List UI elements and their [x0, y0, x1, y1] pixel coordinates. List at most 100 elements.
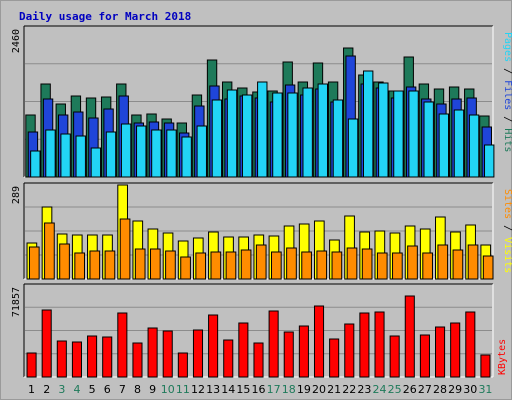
kbytes-bar-day-27 — [419, 334, 430, 378]
kbytes-bar-day-11 — [177, 352, 188, 378]
kbytes-bar-day-4 — [71, 341, 82, 378]
pages-bar-day-7 — [120, 123, 132, 178]
sites-bar-day-1 — [28, 246, 40, 280]
sites-bar-day-23 — [361, 248, 373, 280]
sites-bar-day-25 — [392, 252, 403, 280]
day-label-3: 3 — [58, 383, 65, 396]
kbytes-bar-day-14 — [223, 339, 234, 378]
sites-bar-day-15 — [240, 249, 252, 280]
pages-bar-day-10 — [166, 129, 177, 178]
kbytes-bar-day-9 — [147, 327, 158, 378]
sites-bar-day-5 — [89, 250, 101, 280]
kbytes-bar-day-1 — [26, 352, 37, 378]
sites-bar-day-20 — [316, 250, 328, 280]
kbytes-bar-day-23 — [359, 312, 370, 378]
sites-bar-day-19 — [301, 251, 312, 280]
legend-pages: Pages — [502, 32, 512, 62]
day-label-29: 29 — [448, 383, 462, 396]
sites-bar-day-18 — [286, 247, 297, 280]
pages-bar-day-25 — [393, 90, 404, 178]
day-label-8: 8 — [134, 383, 141, 396]
kbytes-bar-day-8 — [132, 342, 143, 378]
day-label-13: 13 — [206, 383, 220, 396]
top-y-max-label: 2460 — [11, 29, 22, 53]
kbytes-bar-day-6 — [102, 336, 113, 378]
bottom-panel: 71857 KBytes — [11, 283, 508, 378]
pages-bar-day-6 — [105, 131, 117, 178]
pages-bar-day-19 — [302, 87, 313, 178]
legend-separator: / — [502, 62, 512, 80]
kbytes-bar-day-31 — [480, 354, 491, 378]
sites-bar-day-21 — [331, 251, 343, 280]
sites-bar-day-8 — [134, 248, 146, 280]
legend-files: Files — [502, 80, 512, 110]
day-label-2: 2 — [43, 383, 50, 396]
pages-bar-day-4 — [75, 135, 86, 178]
sites-bar-day-7 — [119, 218, 131, 280]
pages-bar-day-21 — [332, 99, 344, 178]
kbytes-bar-day-16 — [253, 342, 264, 378]
kbytes-bar-day-17 — [268, 310, 279, 378]
day-label-7: 7 — [119, 383, 126, 396]
legend-visits: Visits — [502, 237, 512, 273]
day-label-24: 24 — [373, 383, 387, 396]
day-labels: 1 2 3 4 5 6 7 8 9 10 11 12 13 14 15 16 17 18 19 20 21 22 23 24 2… — [28, 383, 492, 396]
day-label-30: 30 — [463, 383, 477, 396]
middle-legend: Sites / Visits — [502, 189, 512, 273]
sites-bar-day-30 — [467, 244, 479, 280]
sites-bar-day-12 — [195, 252, 207, 280]
pages-bar-day-12 — [196, 125, 207, 178]
kbytes-bar-day-19 — [298, 325, 309, 378]
sites-bar-day-4 — [74, 252, 86, 280]
kbytes-bar-day-2 — [41, 309, 52, 378]
bottom-y-max-label: 71857 — [11, 287, 22, 317]
day-label-5: 5 — [89, 383, 96, 396]
legend-sites: Sites — [502, 189, 512, 219]
legend-separator: / — [502, 110, 512, 128]
pages-bar-day-22 — [347, 118, 359, 178]
day-label-21: 21 — [327, 383, 341, 396]
top-panel: 2460 Pages / Files / Hits — [11, 25, 512, 178]
pages-bar-day-3 — [60, 133, 71, 178]
pages-bar-day-24 — [378, 82, 389, 178]
middle-panel: 289 Sites / Visits — [11, 182, 512, 280]
pages-bar-day-30 — [468, 114, 480, 178]
kbytes-bar-day-26 — [404, 295, 415, 378]
day-label-6: 6 — [104, 383, 111, 396]
kbytes-bar-day-21 — [329, 338, 340, 378]
pages-bar-day-17 — [272, 92, 283, 178]
legend-hits: Hits — [502, 128, 512, 152]
pages-bar-day-13 — [211, 99, 223, 178]
kbytes-bar-day-29 — [450, 322, 461, 378]
sites-bar-day-24 — [376, 252, 388, 280]
day-label-15: 15 — [236, 383, 250, 396]
pages-bar-day-14 — [226, 89, 238, 178]
pages-bar-day-1 — [30, 150, 41, 178]
sites-bar-day-28 — [437, 244, 449, 280]
sites-bar-day-29 — [452, 249, 464, 280]
pages-bar-day-31 — [484, 144, 495, 178]
kbytes-bar-day-28 — [435, 326, 446, 378]
day-label-9: 9 — [149, 383, 156, 396]
sites-bar-day-10 — [165, 250, 176, 280]
pages-bar-day-5 — [90, 147, 102, 178]
kbytes-bar-day-10 — [162, 330, 173, 378]
sites-bar-day-2 — [44, 222, 55, 280]
sites-bar-day-31 — [482, 255, 494, 280]
day-label-16: 16 — [252, 383, 266, 396]
pages-bar-day-9 — [151, 129, 162, 178]
kbytes-bar-day-25 — [389, 335, 400, 378]
sites-bar-day-13 — [210, 251, 222, 280]
kbytes-bar-day-20 — [313, 305, 325, 378]
day-label-22: 22 — [342, 383, 356, 396]
sites-bar-day-6 — [104, 250, 116, 280]
pages-bar-day-2 — [45, 129, 56, 178]
day-label-14: 14 — [221, 383, 235, 396]
day-label-18: 18 — [282, 383, 296, 396]
kbytes-bar-day-18 — [283, 331, 294, 378]
day-label-23: 23 — [357, 383, 371, 396]
pages-bar-day-29 — [453, 109, 465, 178]
day-label-26: 26 — [403, 383, 417, 396]
